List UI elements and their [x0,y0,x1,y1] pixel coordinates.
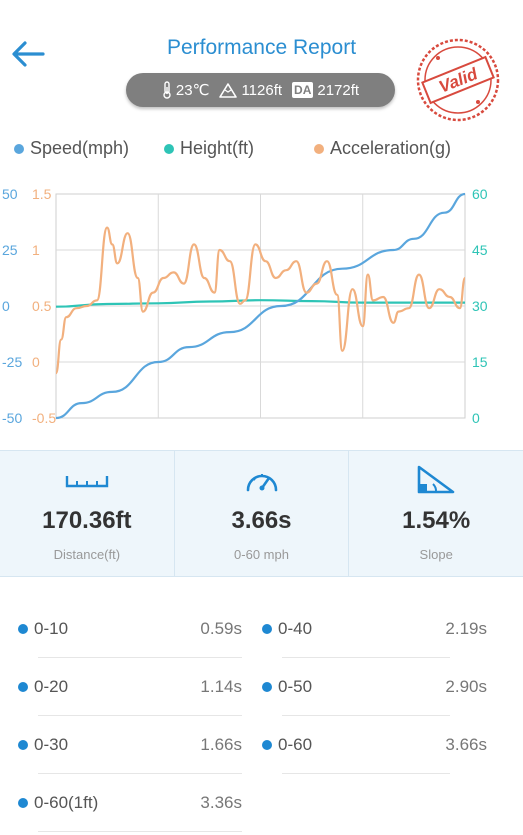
temperature-value: 23℃ [175,82,210,99]
time-row: 0-60(1ft) 3.36s [0,774,523,832]
y-left-tick: -25 [2,354,22,370]
y-left-tick: -50 [2,410,22,426]
time-row: 0-10 0.59s 0-40 2.19s [0,600,523,658]
distance-value: 170.36ft [42,507,132,534]
back-button[interactable] [8,36,48,72]
zero-sixty-value: 3.66s [231,507,292,534]
y-right-tick: 30 [472,298,488,314]
split-dot [18,682,28,692]
legend-height-label: Height(ft) [180,138,255,158]
split-0-10-value: 0.59s [200,619,242,638]
legend-acceleration-dot [314,143,324,154]
split-0-60: 0-60 [262,716,312,774]
acceleration-series-line [54,226,467,375]
distance-label: Distance(ft) [53,547,121,562]
environment-pill: 23℃ 1126ft DA 2172ft [126,73,395,107]
header: Performance Report 23℃ 1126ft DA 2172ft [0,0,523,130]
performance-chart: 50 25 0 -25 -50 1.5 1 0.5 0 -0.5 60 45 30 15 0 [2,186,488,426]
split-dot [262,740,272,750]
y-right-tick: 15 [472,354,488,370]
y-left-tick: 50 [2,186,18,202]
altitude-readout: 1126ft [219,82,282,99]
slope-label: Slope [419,547,453,562]
y-left2-tick: 1 [32,242,40,258]
stat-slope: 1.54% Slope [348,451,523,576]
density-altitude-readout: DA 2172ft [292,82,359,99]
zero-sixty-label: 0-60 mph [234,547,289,562]
legend-acceleration[interactable]: Acceleration(g) [314,138,451,159]
ruler-icon [65,476,109,488]
slope-icon [417,465,455,494]
thermometer-icon [163,81,171,99]
split-0-30-value: 1.66s [200,735,242,754]
stats-panel: 170.36ft Distance(ft) 3.66s 0-60 mph 1.5… [0,450,523,577]
split-0-50: 0-50 [262,658,312,716]
y-left2-tick: -0.5 [32,410,56,426]
split-dot [262,682,272,692]
stat-distance: 170.36ft Distance(ft) [0,451,174,576]
split-0-20-value: 1.14s [200,677,242,696]
split-0-60-1ft-value: 3.36s [200,793,242,812]
arrow-left-icon [12,41,45,67]
y-right-tick: 60 [472,186,488,202]
split-0-10: 0-10 [18,600,68,658]
chart-legend: Speed(mph) Height(ft) Acceleration(g) [0,138,523,164]
legend-height-dot [164,143,174,154]
density-altitude-value: 2172ft [317,81,360,99]
y-left2-tick: 0 [32,354,40,370]
speed-series-line [55,192,466,420]
height-series-line [55,299,465,308]
legend-height[interactable]: Height(ft) [164,138,254,159]
split-0-60-value: 3.66s [445,735,487,754]
split-dot [18,624,28,634]
split-dot [18,740,28,750]
stat-zero-sixty: 3.66s 0-60 mph [173,451,349,576]
legend-acceleration-label: Acceleration(g) [330,138,452,158]
split-0-20: 0-20 [18,658,68,716]
split-0-40-value: 2.19s [445,619,487,638]
y-right-tick: 0 [472,410,480,426]
density-altitude-badge: DA [292,82,314,98]
mountain-icon [219,83,238,98]
y-left-tick: 25 [2,242,18,258]
split-0-50-value: 2.90s [445,677,487,696]
split-0-30: 0-30 [18,716,68,774]
split-dot [18,798,28,808]
split-0-60-1ft: 0-60(1ft) [18,774,98,832]
speedometer-icon [246,474,277,492]
split-0-40: 0-40 [262,600,312,658]
time-row: 0-30 1.66s 0-60 3.66s [0,716,523,774]
y-left-tick: 0 [2,298,10,314]
slope-value: 1.54% [402,507,471,534]
y-left2-tick: 1.5 [32,186,52,202]
y-left2-tick: 0.5 [32,298,52,314]
altitude-value: 1126ft [241,81,283,99]
page-title: Performance Report [166,36,357,59]
y-right-tick: 45 [472,242,488,258]
split-dot [262,624,272,634]
temperature-readout: 23℃ [162,81,210,99]
valid-stamp: Valid [416,38,500,122]
legend-speed[interactable]: Speed(mph) [14,138,129,159]
legend-speed-dot [14,143,24,154]
legend-speed-label: Speed(mph) [30,138,130,158]
time-row: 0-20 1.14s 0-50 2.90s [0,658,523,716]
